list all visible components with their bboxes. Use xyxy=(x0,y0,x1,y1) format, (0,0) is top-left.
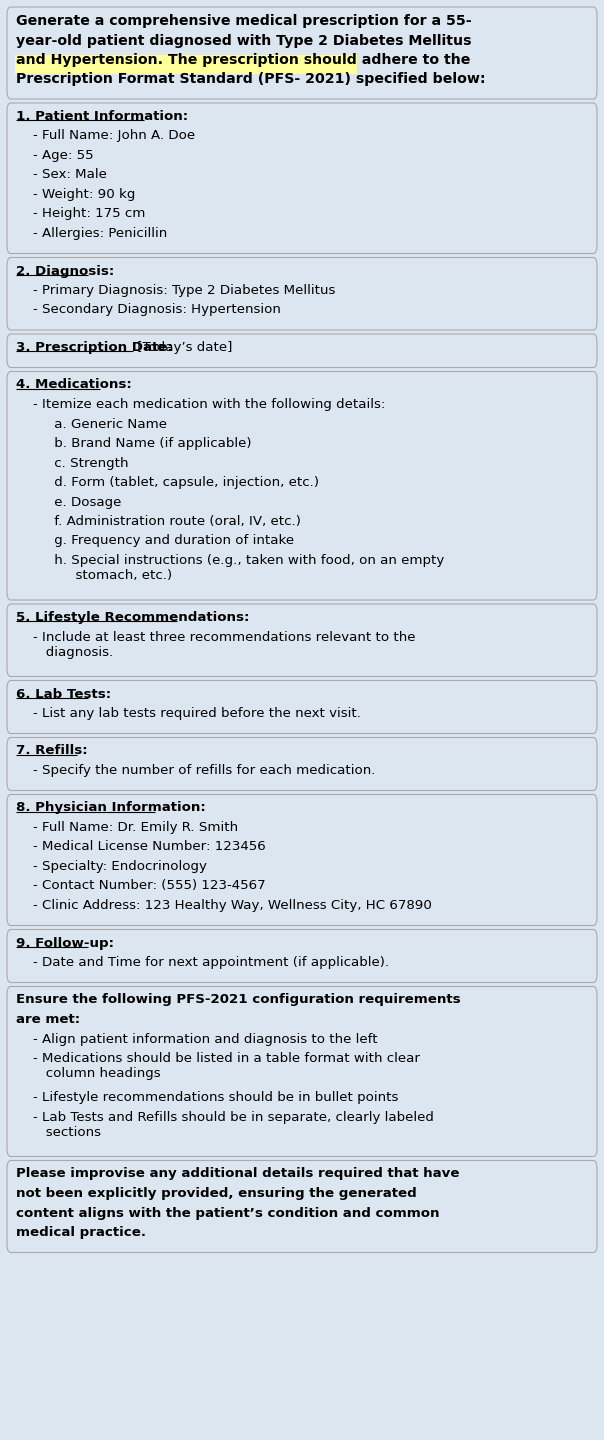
Text: - Allergies: Penicillin: - Allergies: Penicillin xyxy=(16,228,167,240)
Text: - Specify the number of refills for each medication.: - Specify the number of refills for each… xyxy=(16,765,376,778)
Text: 9. Follow-up:: 9. Follow-up: xyxy=(16,936,114,949)
Text: h. Special instructions (e.g., taken with food, on an empty
              stomac: h. Special instructions (e.g., taken wit… xyxy=(16,554,445,582)
Text: - Medical License Number: 123456: - Medical License Number: 123456 xyxy=(16,841,266,854)
Text: - Specialty: Endocrinology: - Specialty: Endocrinology xyxy=(16,860,207,873)
Text: 8. Physician Information:: 8. Physician Information: xyxy=(16,802,206,815)
Text: are met:: are met: xyxy=(16,1012,80,1025)
Text: 6. Lab Tests:: 6. Lab Tests: xyxy=(16,687,111,700)
Text: f. Administration route (oral, IV, etc.): f. Administration route (oral, IV, etc.) xyxy=(16,516,301,528)
FancyBboxPatch shape xyxy=(7,258,597,330)
Text: and Hypertension. The prescription should adhere to the: and Hypertension. The prescription shoul… xyxy=(16,53,471,68)
FancyBboxPatch shape xyxy=(7,372,597,600)
FancyBboxPatch shape xyxy=(7,986,597,1156)
Text: [Today’s date]: [Today’s date] xyxy=(133,341,233,354)
Text: - Lifestyle recommendations should be in bullet points: - Lifestyle recommendations should be in… xyxy=(16,1092,399,1104)
Text: d. Form (tablet, capsule, injection, etc.): d. Form (tablet, capsule, injection, etc… xyxy=(16,477,319,490)
Text: - Age: 55: - Age: 55 xyxy=(16,148,94,161)
Text: Prescription Format Standard (PFS- 2021) specified below:: Prescription Format Standard (PFS- 2021)… xyxy=(16,72,486,86)
Text: a. Generic Name: a. Generic Name xyxy=(16,418,167,431)
Text: - Full Name: John A. Doe: - Full Name: John A. Doe xyxy=(16,130,195,143)
Text: - Itemize each medication with the following details:: - Itemize each medication with the follo… xyxy=(16,397,385,410)
Text: Please improvise any additional details required that have: Please improvise any additional details … xyxy=(16,1168,460,1181)
Text: - Contact Number: (555) 123-4567: - Contact Number: (555) 123-4567 xyxy=(16,880,266,893)
Text: 3. Prescription Date:: 3. Prescription Date: xyxy=(16,341,173,354)
Text: - List any lab tests required before the next visit.: - List any lab tests required before the… xyxy=(16,707,361,720)
FancyBboxPatch shape xyxy=(7,681,597,733)
Text: - Primary Diagnosis: Type 2 Diabetes Mellitus: - Primary Diagnosis: Type 2 Diabetes Mel… xyxy=(16,284,335,297)
Text: medical practice.: medical practice. xyxy=(16,1225,146,1238)
FancyBboxPatch shape xyxy=(7,104,597,253)
Text: content aligns with the patient’s condition and common: content aligns with the patient’s condit… xyxy=(16,1207,440,1220)
Text: - Include at least three recommendations relevant to the
       diagnosis.: - Include at least three recommendations… xyxy=(16,631,416,658)
FancyBboxPatch shape xyxy=(7,603,597,677)
Text: - Medications should be listed in a table format with clear
       column headin: - Medications should be listed in a tabl… xyxy=(16,1053,420,1080)
FancyBboxPatch shape xyxy=(7,334,597,367)
Text: 1. Patient Information:: 1. Patient Information: xyxy=(16,109,188,122)
FancyBboxPatch shape xyxy=(7,795,597,926)
Text: c. Strength: c. Strength xyxy=(16,456,129,469)
FancyBboxPatch shape xyxy=(15,55,357,73)
Text: - Sex: Male: - Sex: Male xyxy=(16,168,107,181)
Text: 5. Lifestyle Recommendations:: 5. Lifestyle Recommendations: xyxy=(16,611,249,624)
FancyBboxPatch shape xyxy=(7,7,597,99)
Text: - Date and Time for next appointment (if applicable).: - Date and Time for next appointment (if… xyxy=(16,956,389,969)
Text: g. Frequency and duration of intake: g. Frequency and duration of intake xyxy=(16,534,294,547)
Text: Generate a comprehensive medical prescription for a 55-: Generate a comprehensive medical prescri… xyxy=(16,14,472,27)
FancyBboxPatch shape xyxy=(7,1161,597,1253)
FancyBboxPatch shape xyxy=(7,929,597,982)
Text: not been explicitly provided, ensuring the generated: not been explicitly provided, ensuring t… xyxy=(16,1187,417,1200)
Text: - Full Name: Dr. Emily R. Smith: - Full Name: Dr. Emily R. Smith xyxy=(16,821,238,834)
Text: - Height: 175 cm: - Height: 175 cm xyxy=(16,207,146,220)
Text: b. Brand Name (if applicable): b. Brand Name (if applicable) xyxy=(16,436,251,449)
Text: 4. Medications:: 4. Medications: xyxy=(16,379,132,392)
Text: - Align patient information and diagnosis to the left: - Align patient information and diagnosi… xyxy=(16,1032,378,1045)
Text: year-old patient diagnosed with Type 2 Diabetes Mellitus: year-old patient diagnosed with Type 2 D… xyxy=(16,33,472,48)
Text: 7. Refills:: 7. Refills: xyxy=(16,744,88,757)
Text: 2. Diagnosis:: 2. Diagnosis: xyxy=(16,265,114,278)
Text: - Clinic Address: 123 Healthy Way, Wellness City, HC 67890: - Clinic Address: 123 Healthy Way, Welln… xyxy=(16,899,432,912)
Text: - Secondary Diagnosis: Hypertension: - Secondary Diagnosis: Hypertension xyxy=(16,304,281,317)
Text: e. Dosage: e. Dosage xyxy=(16,495,121,508)
Text: - Weight: 90 kg: - Weight: 90 kg xyxy=(16,189,135,202)
Text: Ensure the following PFS-2021 configuration requirements: Ensure the following PFS-2021 configurat… xyxy=(16,994,461,1007)
FancyBboxPatch shape xyxy=(7,737,597,791)
Text: - Lab Tests and Refills should be in separate, clearly labeled
       sections: - Lab Tests and Refills should be in sep… xyxy=(16,1110,434,1139)
